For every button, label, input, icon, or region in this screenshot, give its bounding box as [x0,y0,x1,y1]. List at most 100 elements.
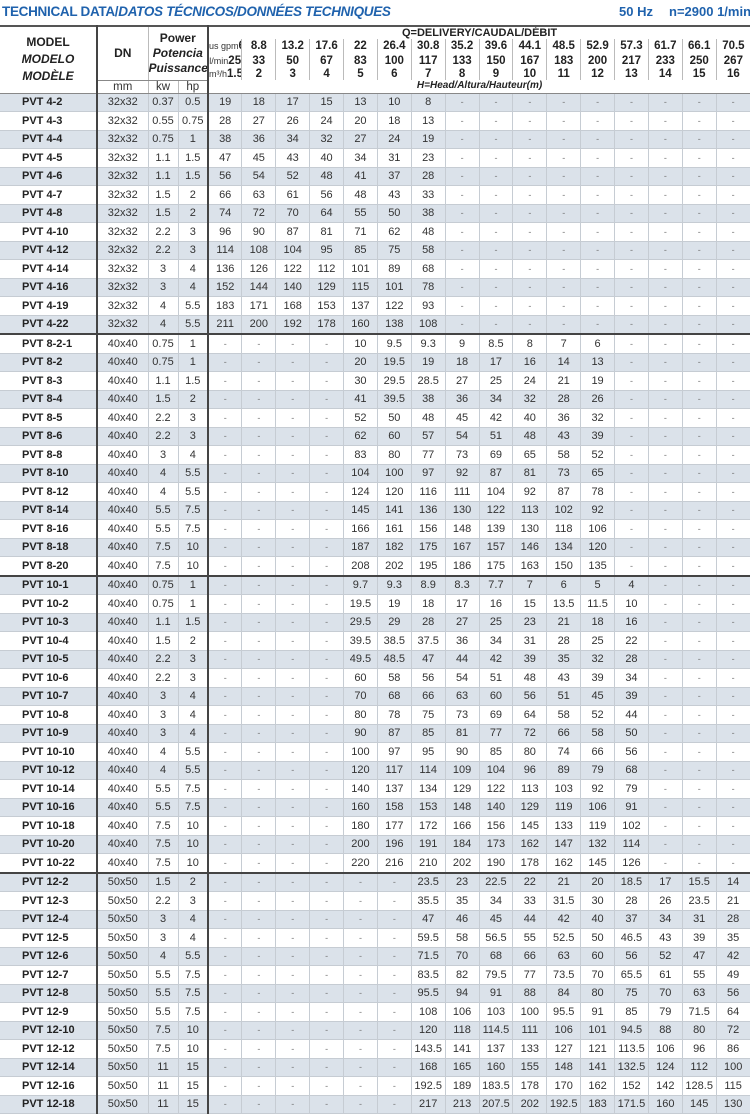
head-value-cell: 58 [546,445,582,465]
head-value-cell: 66 [411,687,446,706]
head-value-cell: 31 [377,148,412,168]
kw-cell: 5.5 [148,779,179,799]
head-value-cell: - [614,408,649,428]
kw-cell: 1.5 [148,204,179,223]
head-value-cell: - [208,835,243,854]
hp-cell: 2 [178,390,209,409]
head-value-cell: - [343,1058,378,1077]
head-value-cell: - [580,148,615,168]
head-value-cell: - [716,742,750,762]
head-value-cell: 34 [275,130,311,149]
power-header-es: Potencia [152,45,203,60]
head-value-cell: - [546,222,582,242]
kw-cell: 3 [148,278,179,297]
head-value-cell: - [208,1076,243,1096]
dn-cell: 40x40 [97,705,149,725]
head-value-cell: 35.5 [411,891,446,911]
head-value-cell: - [445,241,480,260]
head-value-cell: - [716,353,750,372]
head-value-cell: - [614,296,649,316]
delivery-header: Q=DELIVERY/CAUDAL/DÉBIT [402,27,558,39]
head-value-cell: - [682,724,717,743]
head-value-cell: - [275,871,311,892]
head-value-cell: 43 [377,185,412,205]
flow-lmin-header: 267 [715,53,750,68]
head-value-cell: 87 [275,222,311,242]
head-value-cell: 25 [479,613,514,632]
head-value-cell: - [614,556,649,576]
dn-cell: 40x40 [97,835,149,854]
head-value-cell: - [716,594,750,614]
head-value-cell: - [309,779,344,799]
hp-cell: 1.5 [178,167,209,186]
head-value-cell: - [241,501,277,520]
head-value-cell: 122 [479,501,514,520]
head-value-cell: 68 [411,259,446,279]
head-value-cell: 106 [445,1002,480,1022]
table-row: PVT 12-3 50x50 2.2 3- - - - - -35.5 35 34 33 31.5 30 2… [0,891,750,911]
hp-cell: 10 [178,835,209,854]
head-value-cell: 161 [377,519,412,539]
kw-cell: 0.75 [148,333,179,354]
head-value-cell: - [716,408,750,428]
head-value-cell: 165 [445,1058,480,1077]
model-cell: PVT 4-19 [0,296,98,316]
head-value-cell: - [241,835,277,854]
head-value-cell: - [241,594,277,614]
head-value-cell: 28 [546,390,582,409]
kw-cell: 0.75 [148,130,179,149]
head-value-cell: 120 [343,761,378,780]
table-row: PVT 10-16 40x40 5.5 7.5- - - -160 158 153 148 140 1… [0,798,750,817]
head-value-cell: 189 [445,1076,480,1096]
head-value-cell: - [208,871,243,892]
head-value-cell: 47 [411,650,446,669]
model-cell: PVT 4-8 [0,204,98,223]
head-value-cell: 45 [479,910,514,929]
head-value-cell: 26 [580,390,615,409]
hp-cell: 7.5 [178,984,209,1003]
head-value-cell: - [241,779,277,799]
head-value-cell: - [614,445,649,465]
head-value-cell: - [275,613,311,632]
head-value-cell: 141 [580,1058,615,1077]
head-value-cell: 191 [411,835,446,854]
table-row: PVT 10-22 40x40 7.5 10- - - -220 216 210 202 190 17… [0,853,750,873]
flow-gpm-header: 39.6 [478,39,513,53]
head-value-cell: 192.5 [411,1076,446,1096]
head-value-cell: - [648,259,683,279]
head-value-cell: 31 [682,910,717,929]
hp-cell: 1.5 [178,613,209,632]
head-value-cell: - [309,408,344,428]
head-value-cell: 60 [580,947,615,966]
flow-m3h-header: 5 [343,68,378,80]
head-value-cell: 91 [580,1002,615,1022]
model-cell: PVT 12-4 [0,910,98,929]
head-value-cell: 21 [546,371,582,391]
head-value-cell: - [241,910,277,929]
flow-lmin-header: 183 [546,53,581,68]
head-value-cell: - [275,984,311,1003]
head-value-cell: 147 [546,835,582,854]
head-value-cell: 211 [208,315,243,335]
head-value-cell: 55 [682,965,717,985]
dn-cell: 40x40 [97,613,149,632]
head-value-cell: - [648,631,683,651]
head-value-cell: - [275,501,311,520]
head-value-cell: - [309,519,344,539]
kw-cell: 5.5 [148,1002,179,1022]
table-row: PVT 8-8 40x40 3 4- - - -83 80 77 73 69 65 58 52- - - - [0,445,750,465]
head-value-cell: 42 [546,910,582,929]
model-cell: PVT 4-7 [0,185,98,205]
head-value-cell: 48 [512,427,548,446]
head-value-cell: - [241,445,277,465]
dn-header: DN [97,26,149,81]
model-cell: PVT 10-7 [0,687,98,706]
head-value-cell: 39 [580,427,615,446]
head-value-cell: 22 [512,871,548,892]
head-value-cell: - [648,371,683,391]
head-value-cell: - [546,259,582,279]
head-value-cell: - [716,687,750,706]
head-value-cell: 134 [411,779,446,799]
dn-cell: 40x40 [97,519,149,539]
head-value-cell: - [241,353,277,372]
